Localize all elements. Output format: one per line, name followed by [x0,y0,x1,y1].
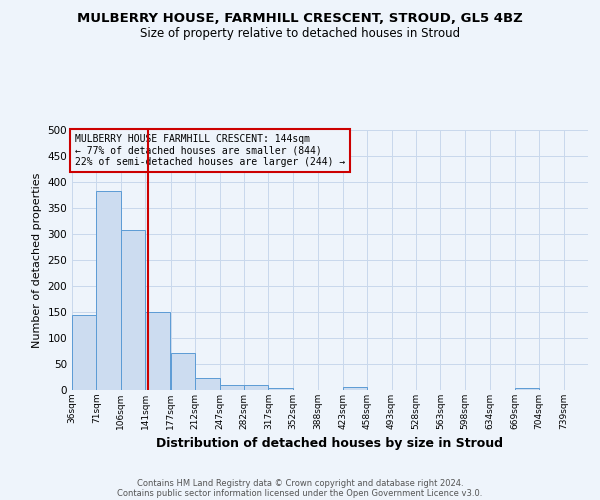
Text: Contains public sector information licensed under the Open Government Licence v3: Contains public sector information licen… [118,488,482,498]
Bar [145,312,170,390]
Bar [121,230,145,390]
Bar [72,315,97,390]
Bar [97,191,121,390]
Bar [343,388,367,390]
Text: MULBERRY HOUSE FARMHILL CRESCENT: 144sqm
← 77% of detached houses are smaller (8: MULBERRY HOUSE FARMHILL CRESCENT: 144sqm… [74,134,345,167]
Bar [170,352,195,390]
Bar [220,385,244,390]
Bar [515,388,539,390]
Bar [268,388,293,390]
Text: Contains HM Land Registry data © Crown copyright and database right 2024.: Contains HM Land Registry data © Crown c… [137,478,463,488]
Bar [244,385,268,390]
Bar [195,378,220,390]
X-axis label: Distribution of detached houses by size in Stroud: Distribution of detached houses by size … [157,438,503,450]
Text: Size of property relative to detached houses in Stroud: Size of property relative to detached ho… [140,28,460,40]
Text: MULBERRY HOUSE, FARMHILL CRESCENT, STROUD, GL5 4BZ: MULBERRY HOUSE, FARMHILL CRESCENT, STROU… [77,12,523,26]
Y-axis label: Number of detached properties: Number of detached properties [32,172,42,348]
